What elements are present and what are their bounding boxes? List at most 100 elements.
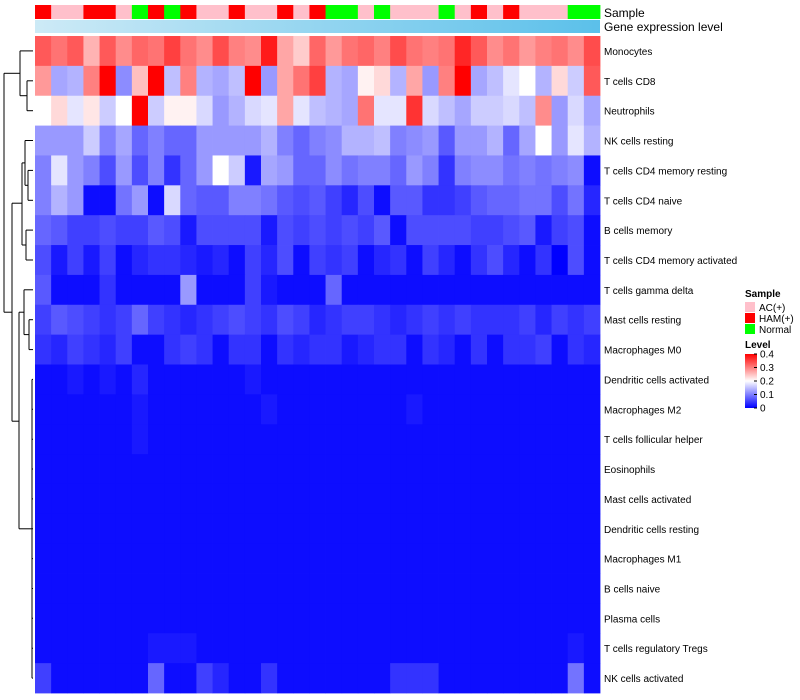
- heatmap-cell: [212, 304, 230, 336]
- heatmap-cell: [374, 304, 391, 336]
- legend-sample-title: Sample: [745, 289, 781, 300]
- heatmap-cell: [454, 274, 472, 306]
- heatmap-cell: [115, 304, 133, 336]
- heatmap-cell: [67, 274, 84, 306]
- heatmap-cell: [357, 364, 375, 395]
- heatmap-cell: [551, 483, 569, 515]
- heatmap-cell: [244, 424, 262, 455]
- heatmap-cell: [374, 573, 391, 604]
- heatmap-cell: [244, 185, 262, 216]
- heatmap-cell: [325, 185, 343, 216]
- heatmap-cell: [51, 424, 68, 455]
- heatmap-cell: [131, 334, 149, 365]
- heatmap-cell: [583, 155, 601, 186]
- heatmap-cell: [567, 633, 585, 664]
- heatmap-cell: [357, 454, 375, 485]
- heatmap-cell: [148, 334, 165, 365]
- heatmap-cell: [131, 573, 149, 604]
- heatmap-cell: [422, 454, 439, 485]
- heatmap-cell: [422, 663, 439, 694]
- heatmap-cell: [99, 543, 117, 574]
- heatmap-cell: [583, 125, 601, 156]
- heatmap-cell: [357, 603, 375, 634]
- heatmap-cell: [196, 36, 213, 67]
- heatmap-cell: [341, 663, 359, 694]
- heatmap-cell: [131, 304, 149, 336]
- heatmap-cell: [341, 334, 359, 365]
- heatmap-cell: [131, 185, 149, 216]
- sample-annotation-cell: [51, 5, 68, 19]
- heatmap-cell: [374, 394, 391, 425]
- heatmap-cell: [115, 334, 133, 365]
- heatmap-cell: [406, 513, 423, 545]
- heatmap-cell: [131, 424, 149, 455]
- heatmap-cell: [244, 334, 262, 365]
- heatmap-cell: [325, 483, 343, 515]
- heatmap-cell: [148, 394, 165, 425]
- heatmap-cell: [341, 424, 359, 455]
- heatmap-cell: [83, 454, 100, 485]
- heatmap-cell: [567, 543, 585, 574]
- heatmap-cell: [277, 36, 294, 67]
- heatmap-cell: [341, 364, 359, 395]
- heatmap-cell: [212, 215, 230, 246]
- heatmap-cell: [341, 125, 359, 156]
- heatmap-cell: [567, 36, 585, 67]
- heatmap-cell: [83, 245, 100, 276]
- heatmap-cell: [454, 483, 472, 515]
- heatmap-cell: [35, 304, 52, 336]
- heatmap-cell: [567, 513, 585, 545]
- heatmap-cell: [470, 483, 488, 515]
- heatmap-cell: [83, 513, 100, 545]
- heatmap-cell: [503, 454, 520, 485]
- row-label: Dendritic cells resting: [604, 525, 699, 536]
- heatmap-cell: [244, 454, 262, 485]
- heatmap-cell: [470, 274, 488, 306]
- heatmap-cell: [535, 185, 552, 216]
- heatmap-cell: [164, 274, 181, 306]
- heatmap-cell: [277, 424, 294, 455]
- heatmap-cell: [406, 663, 423, 694]
- heatmap-cell: [438, 424, 456, 455]
- heatmap-cell: [454, 513, 472, 545]
- heatmap-cell: [148, 424, 165, 455]
- heatmap-cell: [212, 483, 230, 515]
- legend-sample-swatch: [745, 302, 755, 312]
- heatmap-cell: [357, 394, 375, 425]
- heatmap-cell: [261, 125, 278, 156]
- heatmap-cell: [551, 125, 569, 156]
- heatmap-cell: [519, 245, 536, 276]
- heatmap-cell: [487, 125, 504, 156]
- heatmap-cell: [164, 245, 181, 276]
- heatmap-cell: [551, 65, 569, 97]
- sample-annotation-cell: [309, 5, 326, 19]
- heatmap-cell: [244, 633, 262, 664]
- heatmap-cell: [309, 394, 326, 425]
- heatmap-cell: [390, 483, 407, 515]
- heatmap-cell: [148, 304, 165, 336]
- heatmap-cell: [99, 424, 117, 455]
- heatmap-cell: [583, 304, 601, 336]
- heatmap-cell: [583, 663, 601, 694]
- heatmap-cell: [277, 513, 294, 545]
- heatmap-cell: [470, 543, 488, 574]
- heatmap-cell: [535, 603, 552, 634]
- heatmap-cell: [519, 483, 536, 515]
- heatmap-cell: [503, 304, 520, 336]
- heatmap-cell: [115, 125, 133, 156]
- sample-annotation-cell: [35, 5, 52, 19]
- heatmap-cell: [438, 215, 456, 246]
- heatmap-cell: [180, 125, 197, 156]
- heatmap-cell: [244, 274, 262, 306]
- heatmap-cell: [261, 185, 278, 216]
- heatmap-cell: [277, 663, 294, 694]
- heatmap-cell: [131, 364, 149, 395]
- heatmap-cell: [406, 633, 423, 664]
- heatmap-cell: [374, 125, 391, 156]
- row-label: T cells gamma delta: [604, 286, 694, 297]
- heatmap-cell: [470, 185, 488, 216]
- heatmap-cell: [35, 155, 52, 186]
- heatmap-cell: [325, 543, 343, 574]
- heatmap-cell: [180, 185, 197, 216]
- heatmap-cell: [83, 543, 100, 574]
